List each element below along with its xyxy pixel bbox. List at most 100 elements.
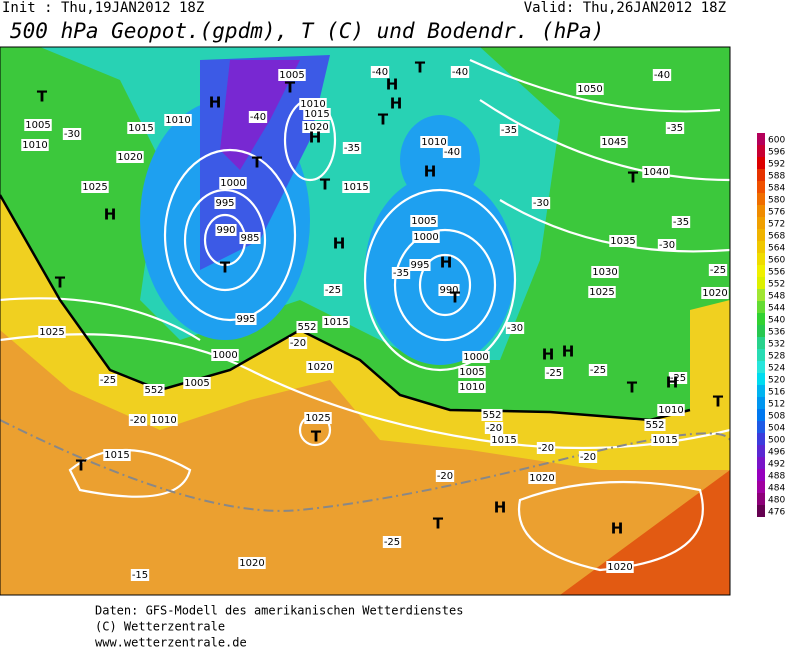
- legend-swatch: [757, 493, 765, 505]
- legend-label: 536: [768, 328, 785, 338]
- legend-label: 540: [768, 316, 785, 326]
- pressure-center: H: [440, 254, 453, 272]
- label-bg: [211, 349, 239, 361]
- map-label: -15: [132, 570, 148, 581]
- pressure-center: T: [55, 274, 66, 292]
- label-bg: [127, 122, 155, 134]
- map-label: 1010: [300, 99, 325, 110]
- map-label: 1005: [184, 378, 209, 389]
- legend-label: 584: [768, 184, 785, 194]
- label-bg: [303, 108, 331, 120]
- map-label: -25: [100, 375, 116, 386]
- pressure-center: H: [542, 346, 555, 364]
- map-label: 1010: [165, 115, 190, 126]
- label-bg: [462, 351, 490, 363]
- map-label: 1015: [128, 123, 153, 134]
- map-label: 1005: [459, 367, 484, 378]
- label-bg: [600, 136, 628, 148]
- legend-label: 508: [768, 412, 785, 422]
- source-line: Daten: GFS-Modell des amerikanischen Wet…: [95, 604, 463, 618]
- map-label: -35: [667, 123, 683, 134]
- label-bg: [103, 449, 131, 461]
- legend-swatch: [757, 505, 765, 517]
- label-bg: [130, 569, 150, 581]
- map-label: 1045: [601, 137, 626, 148]
- map-label: -40: [452, 67, 468, 78]
- label-bg: [442, 146, 462, 158]
- map-label: -40: [654, 70, 670, 81]
- label-bg: [296, 321, 318, 333]
- low-east: [365, 175, 515, 365]
- label-bg: [391, 267, 411, 279]
- map-label: 1020: [702, 288, 727, 299]
- legend-label: 544: [768, 304, 785, 314]
- pressure-center: T: [713, 393, 724, 411]
- label-bg: [183, 377, 211, 389]
- label-bg: [239, 232, 261, 244]
- label-bg: [499, 124, 519, 136]
- pressure-center: T: [378, 111, 389, 129]
- pressure-center: T: [37, 88, 48, 106]
- label-bg: [164, 114, 192, 126]
- legend-label: 596: [768, 148, 785, 158]
- legend-label: 516: [768, 388, 785, 398]
- label-bg: [591, 266, 619, 278]
- label-bg: [505, 322, 525, 334]
- legend-swatch: [757, 481, 765, 493]
- label-bg: [609, 235, 637, 247]
- map-label: -40: [444, 147, 460, 158]
- label-bg: [528, 472, 556, 484]
- map-label: -30: [533, 198, 549, 209]
- legend-swatch: [757, 277, 765, 289]
- map-label: -35: [673, 217, 689, 228]
- pressure-center: T: [415, 59, 426, 77]
- label-bg: [435, 470, 455, 482]
- pressure-center: H: [309, 129, 322, 147]
- legend-swatch: [757, 253, 765, 265]
- map-label: 1000: [212, 350, 237, 361]
- map-label: 1015: [304, 109, 329, 120]
- pressure-center: T: [628, 169, 639, 187]
- map-label: 1020: [239, 558, 264, 569]
- legend-label: 528: [768, 352, 785, 362]
- label-bg: [420, 136, 448, 148]
- label-bg: [588, 364, 608, 376]
- legend-label: 532: [768, 340, 785, 350]
- label-bg: [657, 239, 677, 251]
- legend-label: 504: [768, 424, 785, 434]
- map-label: 985: [240, 233, 259, 244]
- label-bg: [642, 166, 670, 178]
- label-bg: [322, 316, 350, 328]
- map-label: 1010: [151, 415, 176, 426]
- legend-swatch: [757, 421, 765, 433]
- legend-swatch: [757, 337, 765, 349]
- label-bg: [588, 286, 616, 298]
- map-label: -20: [130, 415, 146, 426]
- pressure-center: H: [104, 206, 117, 224]
- low-north: [400, 115, 480, 205]
- valid-time: Valid: Thu,26JAN2012 18Z: [524, 0, 726, 16]
- map-label: 995: [236, 314, 255, 325]
- legend-label: 580: [768, 196, 785, 206]
- legend-label: 500: [768, 436, 785, 446]
- legend-label: 524: [768, 364, 785, 374]
- map-label: 1005: [25, 120, 50, 131]
- map-label: 1020: [607, 562, 632, 573]
- map-label: 995: [410, 260, 429, 271]
- pressure-center: T: [450, 289, 461, 307]
- label-bg: [219, 177, 247, 189]
- map-label: -25: [710, 265, 726, 276]
- url-line: www.wetterzentrale.de: [95, 636, 247, 648]
- label-bg: [98, 374, 118, 386]
- label-bg: [128, 414, 148, 426]
- label-bg: [238, 557, 266, 569]
- legend-label: 512: [768, 400, 785, 410]
- label-bg: [342, 181, 370, 193]
- map-frame: [0, 46, 731, 596]
- label-bg: [409, 259, 431, 271]
- label-bg: [708, 264, 728, 276]
- map: [0, 46, 731, 596]
- map-label: 1005: [411, 216, 436, 227]
- map-label: 552: [297, 322, 316, 333]
